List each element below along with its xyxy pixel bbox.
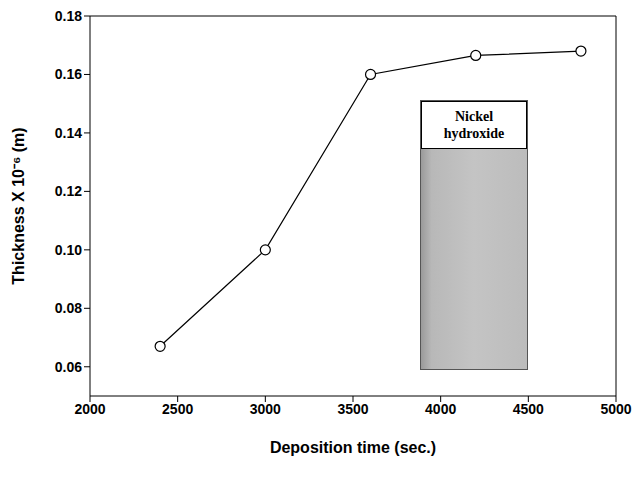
svg-text:0.10: 0.10 [55, 242, 82, 258]
svg-text:Deposition time (sec.): Deposition time (sec.) [270, 439, 436, 456]
svg-text:Thickness X 10⁻⁶ (m): Thickness X 10⁻⁶ (m) [10, 127, 27, 284]
svg-text:5000: 5000 [600, 401, 631, 417]
svg-text:0.08: 0.08 [55, 300, 82, 316]
svg-text:2000: 2000 [74, 401, 105, 417]
svg-text:0.12: 0.12 [55, 183, 82, 199]
svg-text:4500: 4500 [513, 401, 544, 417]
svg-text:0.18: 0.18 [55, 8, 82, 24]
svg-text:3500: 3500 [337, 401, 368, 417]
svg-text:2500: 2500 [162, 401, 193, 417]
svg-text:0.14: 0.14 [55, 125, 82, 141]
svg-text:0.16: 0.16 [55, 66, 82, 82]
html-text:Nickel hydroxide: Nickel hydroxide [443, 109, 505, 141]
svg-text:3000: 3000 [250, 401, 281, 417]
svg-text:4000: 4000 [425, 401, 456, 417]
svg-text:0.06: 0.06 [55, 359, 82, 375]
